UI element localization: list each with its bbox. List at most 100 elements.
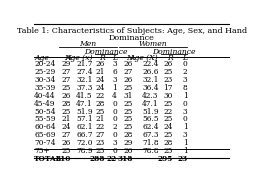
Text: 22: 22 (163, 108, 172, 116)
Text: 28: 28 (123, 131, 133, 139)
Text: 1: 1 (112, 84, 117, 92)
Text: Men: Men (79, 40, 96, 48)
Text: 25: 25 (163, 100, 172, 108)
Text: TOTAL: TOTAL (34, 155, 62, 163)
Text: 72.0: 72.0 (76, 139, 93, 147)
Text: L: L (112, 54, 117, 63)
Text: 0: 0 (183, 100, 188, 108)
Text: 26: 26 (123, 147, 133, 155)
Text: 25: 25 (95, 147, 105, 155)
Text: 57.1: 57.1 (76, 115, 93, 123)
Text: 78.8: 78.8 (142, 147, 159, 155)
Text: 37.3: 37.3 (77, 84, 93, 92)
Text: 25: 25 (123, 84, 133, 92)
Text: 3: 3 (183, 76, 188, 84)
Text: 47.1: 47.1 (142, 100, 159, 108)
Text: 25: 25 (163, 131, 172, 139)
Text: 32.1: 32.1 (77, 76, 93, 84)
Text: 25: 25 (95, 108, 105, 116)
Text: 2: 2 (183, 68, 188, 76)
Text: 51.9: 51.9 (142, 108, 159, 116)
Text: 20-24: 20-24 (34, 61, 55, 68)
Text: 50-54: 50-54 (34, 108, 56, 116)
Text: 25: 25 (62, 84, 71, 92)
Text: 26: 26 (62, 92, 71, 100)
Text: 31: 31 (123, 92, 133, 100)
Text: 40-44: 40-44 (34, 92, 56, 100)
Text: Dominance: Dominance (84, 48, 127, 56)
Text: 0: 0 (112, 100, 117, 108)
Text: 67.3: 67.3 (142, 131, 159, 139)
Text: 0: 0 (112, 147, 117, 155)
Text: 21: 21 (62, 115, 71, 123)
Text: 318: 318 (117, 155, 133, 163)
Text: 66.7: 66.7 (76, 131, 93, 139)
Text: 30-34: 30-34 (34, 76, 55, 84)
Text: Age (x): Age (x) (65, 54, 93, 63)
Text: 62.4: 62.4 (142, 123, 159, 131)
Text: R: R (167, 54, 172, 63)
Text: 22: 22 (96, 92, 105, 100)
Text: 24: 24 (95, 76, 105, 84)
Text: 36.4: 36.4 (142, 84, 159, 92)
Text: 1: 1 (183, 123, 188, 131)
Text: 8: 8 (183, 84, 188, 92)
Text: 25-29: 25-29 (34, 68, 55, 76)
Text: Women: Women (139, 40, 168, 48)
Text: 21: 21 (95, 115, 105, 123)
Text: Table 1: Characteristics of Subjects: Age, Sex, and Hand: Table 1: Characteristics of Subjects: Ag… (17, 27, 247, 35)
Text: 51.9: 51.9 (76, 108, 93, 116)
Text: 1: 1 (183, 92, 188, 100)
Text: R: R (99, 54, 105, 63)
Text: 0: 0 (112, 108, 117, 116)
Text: 21.7: 21.7 (76, 61, 93, 68)
Text: 47.1: 47.1 (76, 100, 93, 108)
Text: 6: 6 (112, 68, 117, 76)
Text: 23: 23 (163, 76, 172, 84)
Text: Age (X): Age (X) (130, 54, 159, 63)
Text: 60-64: 60-64 (34, 123, 56, 131)
Text: 17: 17 (163, 84, 172, 92)
Text: 26: 26 (62, 139, 71, 147)
Text: 25: 25 (123, 100, 133, 108)
Text: 75+: 75+ (34, 147, 50, 155)
Text: 45-49: 45-49 (34, 100, 56, 108)
Text: 3: 3 (183, 131, 188, 139)
Text: 22: 22 (96, 123, 105, 131)
Text: 32.1: 32.1 (142, 76, 159, 84)
Text: 26: 26 (123, 61, 133, 68)
Text: 22: 22 (106, 155, 117, 163)
Text: 27: 27 (95, 131, 105, 139)
Text: 28: 28 (95, 100, 105, 108)
Text: 3: 3 (112, 76, 117, 84)
Text: 0: 0 (112, 131, 117, 139)
Text: N: N (64, 54, 71, 63)
Text: 2: 2 (112, 123, 117, 131)
Text: 78.9: 78.9 (76, 147, 93, 155)
Text: 25: 25 (123, 115, 133, 123)
Text: 24: 24 (62, 123, 71, 131)
Text: 55-59: 55-59 (34, 115, 56, 123)
Text: 295: 295 (157, 155, 172, 163)
Text: 70-74: 70-74 (34, 139, 56, 147)
Text: 35-39: 35-39 (34, 84, 55, 92)
Text: 0: 0 (183, 115, 188, 123)
Text: Dominance: Dominance (152, 48, 196, 56)
Text: 24: 24 (95, 84, 105, 92)
Text: 25: 25 (123, 123, 133, 131)
Text: 26: 26 (163, 61, 172, 68)
Text: 4: 4 (112, 92, 117, 100)
Text: 3: 3 (183, 108, 188, 116)
Text: 71.8: 71.8 (142, 139, 159, 147)
Text: 288: 288 (89, 155, 105, 163)
Text: 42.3: 42.3 (142, 92, 159, 100)
Text: 310: 310 (56, 155, 71, 163)
Text: 3: 3 (112, 61, 117, 68)
Text: 30: 30 (163, 92, 172, 100)
Text: 27: 27 (123, 68, 133, 76)
Text: N: N (126, 54, 133, 63)
Text: 28: 28 (62, 100, 71, 108)
Text: 1: 1 (183, 139, 188, 147)
Text: 26: 26 (123, 76, 133, 84)
Text: Dominance: Dominance (109, 34, 155, 42)
